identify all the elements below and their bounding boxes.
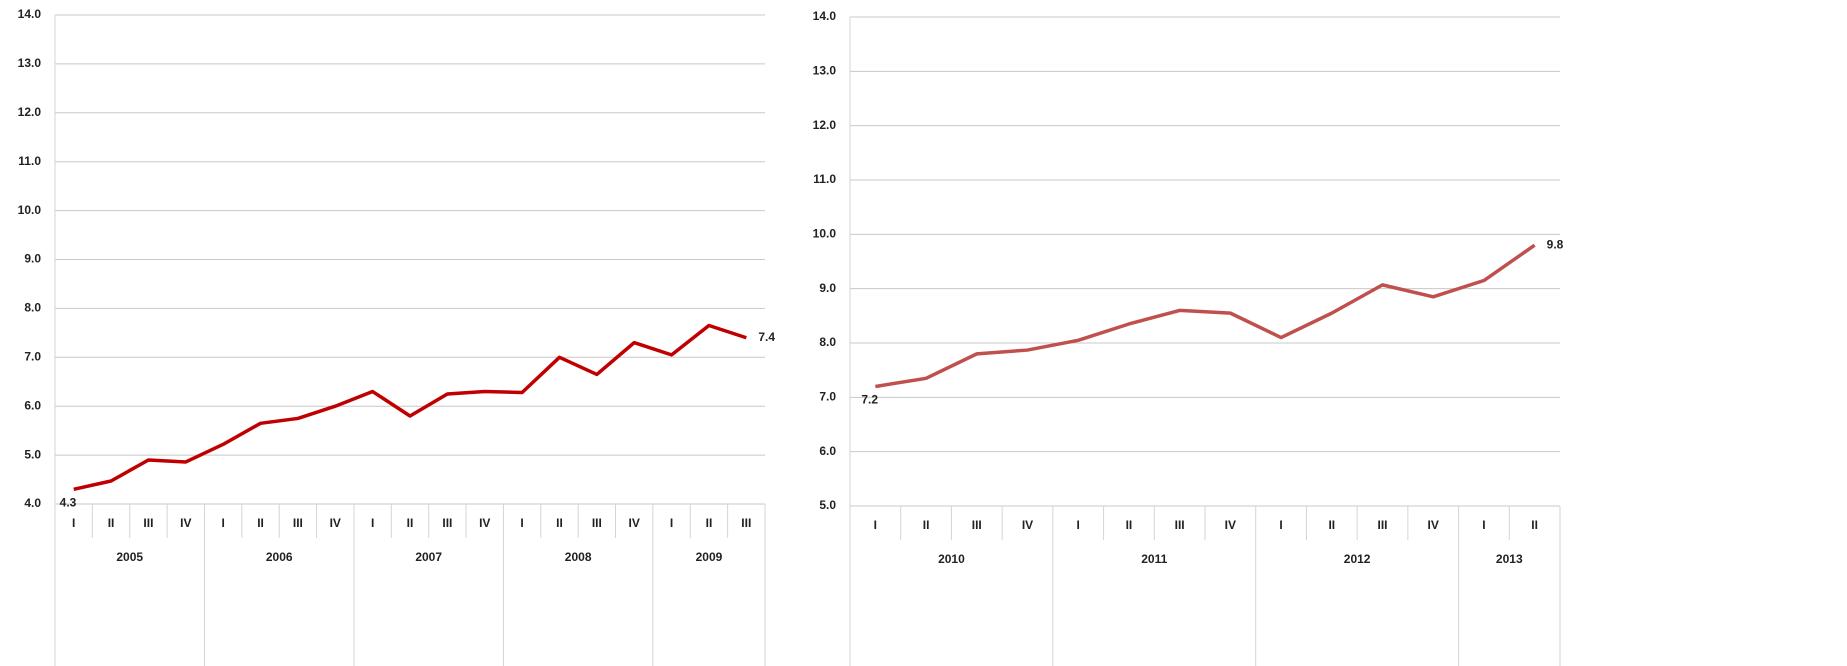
y-tick-label: 6.0 — [24, 398, 41, 412]
x-tick-label: II — [407, 516, 414, 530]
x-tick-label: I — [72, 516, 75, 530]
group-label: 2011 — [1141, 552, 1167, 566]
y-tick-label: 10.0 — [18, 203, 42, 217]
x-tick-label: III — [1377, 518, 1387, 532]
x-tick-label: IV — [1428, 518, 1439, 532]
data-label: 7.4 — [758, 330, 775, 344]
y-tick-label: 11.0 — [18, 154, 41, 168]
x-tick-label: III — [972, 518, 982, 532]
data-label: 9.8 — [1547, 237, 1564, 251]
x-tick-label: III — [741, 516, 751, 530]
x-tick-label: IV — [479, 516, 490, 530]
group-label: 2008 — [565, 550, 592, 564]
group-label: 2012 — [1344, 552, 1371, 566]
x-tick-label: IV — [629, 516, 640, 530]
y-tick-label: 5.0 — [24, 447, 41, 461]
x-tick-label: II — [1531, 518, 1538, 532]
y-tick-label: 14.0 — [18, 7, 42, 21]
x-tick-label: IV — [180, 516, 191, 530]
x-tick-label: III — [442, 516, 452, 530]
y-tick-label: 10.0 — [813, 227, 837, 241]
group-label: 2006 — [266, 550, 293, 564]
x-tick-label: II — [923, 518, 930, 532]
y-tick-label: 14.0 — [813, 9, 837, 23]
line — [875, 243, 1536, 389]
x-tick-label: II — [556, 516, 563, 530]
x-tick-label: I — [371, 516, 374, 530]
group-label: 2007 — [415, 550, 442, 564]
x-tick-label: I — [1482, 518, 1485, 532]
x-tick-label: II — [257, 516, 264, 530]
x-tick-label: I — [221, 516, 224, 530]
x-tick-label: I — [520, 516, 523, 530]
x-tick-label: III — [143, 516, 153, 530]
x-tick-label: I — [670, 516, 673, 530]
y-tick-label: 12.0 — [18, 105, 42, 119]
line — [73, 323, 747, 492]
x-tick-label: II — [1328, 518, 1335, 532]
x-tick-label: III — [1175, 518, 1185, 532]
y-tick-label: 13.0 — [813, 64, 837, 78]
x-tick-label: II — [108, 516, 115, 530]
x-tick-label: I — [1279, 518, 1282, 532]
y-tick-label: 4.0 — [24, 496, 41, 510]
y-tick-label: 7.0 — [819, 390, 836, 404]
data-label: 7.2 — [861, 393, 878, 407]
group-label: 2005 — [116, 550, 143, 564]
x-tick-label: II — [1126, 518, 1133, 532]
x-tick-label: II — [706, 516, 713, 530]
x-tick-label: III — [293, 516, 303, 530]
y-tick-label: 13.0 — [18, 56, 42, 70]
y-tick-label: 9.0 — [819, 281, 836, 295]
y-tick-label: 7.0 — [24, 349, 41, 363]
x-tick-label: I — [874, 518, 877, 532]
y-tick-label: 11.0 — [813, 172, 836, 186]
x-tick-label: IV — [1225, 518, 1236, 532]
group-label: 2013 — [1496, 552, 1523, 566]
y-tick-label: 9.0 — [24, 252, 41, 266]
data-label: 4.3 — [60, 496, 77, 510]
x-tick-label: IV — [1022, 518, 1033, 532]
y-tick-label: 6.0 — [819, 444, 836, 458]
y-tick-label: 8.0 — [819, 335, 836, 349]
group-label: 2010 — [938, 552, 965, 566]
y-tick-label: 5.0 — [819, 498, 836, 512]
y-tick-label: 8.0 — [24, 301, 41, 315]
x-tick-label: I — [1077, 518, 1080, 532]
x-tick-label: IV — [330, 516, 341, 530]
group-label: 2009 — [696, 550, 723, 564]
y-tick-label: 12.0 — [813, 118, 837, 132]
x-tick-label: III — [592, 516, 602, 530]
